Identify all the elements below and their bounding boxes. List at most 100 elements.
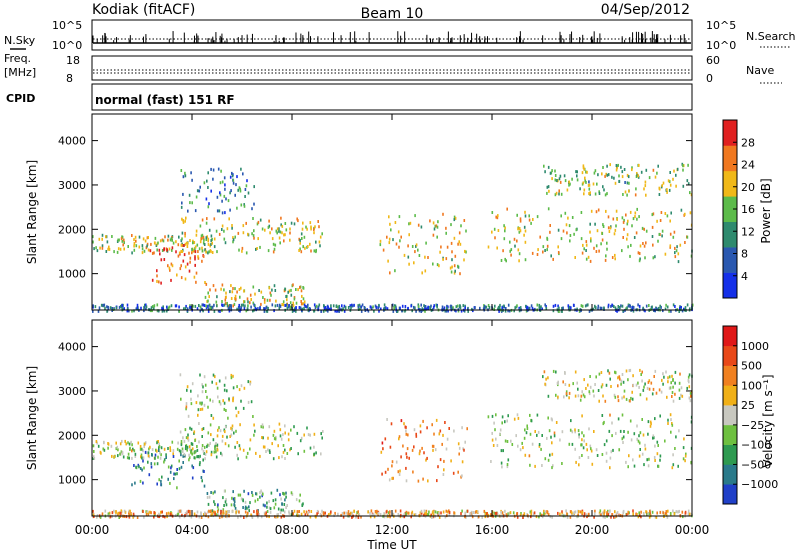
heatmap-cell xyxy=(614,228,617,232)
heatmap-cell xyxy=(601,232,604,235)
heatmap-cell xyxy=(627,511,630,515)
heatmap-cell xyxy=(252,217,254,220)
y-tick-label: 2000 xyxy=(58,223,86,236)
heatmap-cell xyxy=(619,306,621,309)
heatmap-cell xyxy=(141,247,144,251)
heatmap-cell xyxy=(169,470,172,474)
heatmap-cell xyxy=(133,244,135,248)
heatmap-cell xyxy=(609,377,611,381)
heatmap-cell xyxy=(298,237,300,241)
heatmap-cell xyxy=(216,505,219,509)
heatmap-cell xyxy=(242,231,245,235)
heatmap-cell xyxy=(190,397,192,401)
heatmap-cell xyxy=(538,515,540,519)
heatmap-cell xyxy=(94,305,97,309)
heatmap-cell xyxy=(507,512,509,516)
heatmap-cell xyxy=(123,238,125,242)
heatmap-cell xyxy=(222,399,224,403)
heatmap-cell xyxy=(305,225,307,229)
heatmap-cell xyxy=(432,221,435,225)
heatmap-cell xyxy=(684,212,686,216)
heatmap-cell xyxy=(660,305,662,309)
heatmap-cell xyxy=(418,452,421,456)
heatmap-cell xyxy=(208,509,210,513)
heatmap-cell xyxy=(394,221,397,224)
heatmap-cell xyxy=(492,444,495,447)
heatmap-cell xyxy=(189,260,191,264)
heatmap-cell xyxy=(184,242,187,246)
heatmap-cell xyxy=(504,513,506,517)
heatmap-cell xyxy=(484,512,487,516)
heatmap-cell xyxy=(519,217,522,221)
heatmap-cell xyxy=(200,237,203,241)
heatmap-cell xyxy=(183,452,186,456)
heatmap-cell xyxy=(551,466,553,470)
heatmap-cell xyxy=(530,304,533,308)
heatmap-cell xyxy=(230,297,233,300)
heatmap-cell xyxy=(232,399,234,403)
heatmap-cell xyxy=(189,256,192,260)
heatmap-cell xyxy=(261,436,263,439)
heatmap-cell xyxy=(178,515,181,519)
x-tick-label: 00:00 xyxy=(75,523,110,537)
heatmap-cell xyxy=(201,390,204,394)
heatmap-cell xyxy=(211,241,213,245)
heatmap-cell xyxy=(545,377,547,381)
heatmap-cell xyxy=(108,245,110,249)
heatmap-cell xyxy=(554,169,556,173)
heatmap-cell xyxy=(276,303,279,307)
heatmap-cell xyxy=(223,428,226,432)
heatmap-cell xyxy=(638,215,640,219)
heatmap-cell xyxy=(263,445,266,449)
heatmap-cell xyxy=(640,515,642,519)
heatmap-cell xyxy=(588,390,591,394)
heatmap-cell xyxy=(156,274,158,278)
heatmap-cell xyxy=(255,451,257,455)
heatmap-cell xyxy=(255,247,257,251)
heatmap-cell xyxy=(578,309,581,313)
heatmap-cell xyxy=(459,272,461,276)
heatmap-cell xyxy=(287,432,290,436)
heatmap-cell xyxy=(212,438,215,442)
heatmap-cell xyxy=(274,515,276,519)
heatmap-cell xyxy=(637,381,639,385)
heatmap-cell xyxy=(193,512,196,516)
heatmap-cell xyxy=(399,306,401,310)
heatmap-cell xyxy=(396,309,399,313)
heatmap-cell xyxy=(266,505,268,509)
heatmap-cell xyxy=(128,309,130,313)
heatmap-cell xyxy=(239,295,241,299)
heatmap-cell xyxy=(99,515,102,519)
heatmap-cell xyxy=(606,247,608,251)
heatmap-cell xyxy=(154,453,157,457)
heatmap-cell xyxy=(443,468,445,472)
heatmap-cell xyxy=(589,259,592,263)
heatmap-cell xyxy=(199,309,201,313)
freq-frame xyxy=(91,55,693,81)
heatmap-cell xyxy=(271,227,273,231)
heatmap-cell xyxy=(621,249,623,253)
heatmap-cell xyxy=(210,453,213,457)
heatmap-cell xyxy=(234,445,236,449)
x-tick-label: 04:00 xyxy=(175,523,210,537)
heatmap-cell xyxy=(610,304,612,308)
heatmap-cell xyxy=(156,462,159,466)
heatmap-cell xyxy=(501,511,504,515)
heatmap-cell xyxy=(190,442,193,446)
heatmap-cell xyxy=(574,394,577,398)
heatmap-cell xyxy=(101,233,104,237)
heatmap-cell xyxy=(257,515,259,519)
heatmap-cell xyxy=(651,225,654,229)
heatmap-cell xyxy=(442,433,444,437)
heatmap-cell xyxy=(206,217,208,221)
heatmap-cell xyxy=(246,451,249,455)
heatmap-cell xyxy=(554,193,557,197)
heatmap-cell xyxy=(595,250,598,253)
heatmap-cell xyxy=(210,509,212,513)
heatmap-cell xyxy=(419,511,422,515)
heatmap-cell xyxy=(672,463,675,467)
heatmap-cell xyxy=(411,448,414,452)
heatmap-cell xyxy=(145,513,148,516)
colorbar-swatch xyxy=(723,424,737,445)
heatmap-cell xyxy=(105,235,108,239)
